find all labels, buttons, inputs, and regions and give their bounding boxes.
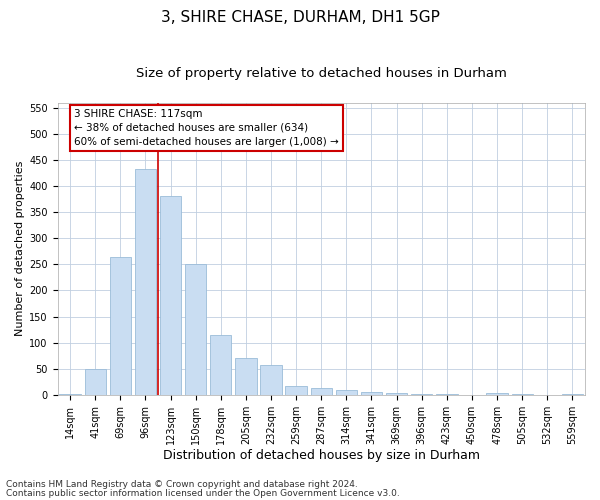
Bar	[361, 392, 382, 395]
Bar	[160, 196, 181, 395]
Bar	[135, 169, 156, 395]
Bar	[436, 394, 458, 395]
Bar	[386, 393, 407, 395]
Bar	[185, 264, 206, 395]
Bar	[512, 394, 533, 395]
Bar	[59, 394, 81, 395]
Bar	[235, 358, 257, 395]
Bar	[260, 364, 281, 395]
Bar	[85, 368, 106, 395]
Bar	[210, 335, 232, 395]
Bar	[311, 388, 332, 395]
Text: Contains public sector information licensed under the Open Government Licence v3: Contains public sector information licen…	[6, 488, 400, 498]
Text: 3 SHIRE CHASE: 117sqm
← 38% of detached houses are smaller (634)
60% of semi-det: 3 SHIRE CHASE: 117sqm ← 38% of detached …	[74, 109, 338, 147]
Bar	[411, 394, 433, 395]
Bar	[562, 394, 583, 395]
Title: Size of property relative to detached houses in Durham: Size of property relative to detached ho…	[136, 68, 506, 80]
Y-axis label: Number of detached properties: Number of detached properties	[15, 161, 25, 336]
Bar	[286, 386, 307, 395]
Text: 3, SHIRE CHASE, DURHAM, DH1 5GP: 3, SHIRE CHASE, DURHAM, DH1 5GP	[161, 10, 439, 25]
Bar	[487, 393, 508, 395]
Text: Contains HM Land Registry data © Crown copyright and database right 2024.: Contains HM Land Registry data © Crown c…	[6, 480, 358, 489]
Bar	[110, 256, 131, 395]
X-axis label: Distribution of detached houses by size in Durham: Distribution of detached houses by size …	[163, 450, 480, 462]
Bar	[336, 390, 357, 395]
